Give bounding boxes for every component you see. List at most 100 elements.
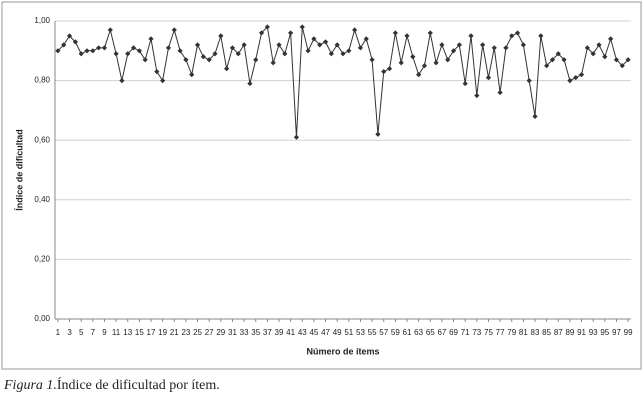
data-point (532, 113, 538, 119)
data-point (78, 51, 84, 57)
data-point (596, 42, 602, 48)
x-tick-label: 21 (170, 328, 179, 337)
data-point (317, 42, 323, 48)
x-tick-label: 11 (112, 328, 121, 337)
x-tick-label: 17 (147, 328, 156, 337)
x-tick-label: 95 (600, 328, 609, 337)
y-tick-label: 0,00 (34, 314, 50, 323)
data-point (270, 60, 276, 66)
x-tick-label: 87 (554, 328, 563, 337)
data-point (608, 36, 614, 42)
data-point (165, 45, 172, 51)
x-tick-label: 31 (228, 328, 237, 337)
x-tick-label: 3 (67, 328, 72, 337)
data-point (538, 33, 544, 39)
data-point (136, 48, 142, 54)
x-tick-label: 71 (461, 328, 470, 337)
data-point (200, 54, 206, 60)
data-point (468, 33, 474, 39)
data-point (410, 54, 416, 60)
data-point (264, 24, 270, 30)
x-tick-label: 61 (403, 328, 412, 337)
y-tick-label: 1,00 (34, 16, 50, 25)
y-tick-label: 0,20 (34, 255, 50, 264)
x-tick-label: 97 (612, 328, 621, 337)
x-tick-label: 27 (205, 328, 214, 337)
data-point (288, 30, 294, 36)
x-tick-label: 69 (449, 328, 458, 337)
x-tick-label: 65 (426, 328, 435, 337)
data-point (567, 78, 573, 84)
data-point (340, 51, 346, 57)
data-point (363, 36, 369, 42)
data-point (66, 33, 73, 39)
data-point (381, 69, 387, 75)
data-point (247, 80, 253, 87)
data-point (485, 75, 492, 81)
data-point (235, 51, 241, 57)
data-point (142, 57, 148, 63)
caption: Figura 1.Índice de dificultad por ítem. (4, 378, 220, 394)
data-point (84, 48, 90, 54)
x-tick-label: 81 (519, 328, 528, 337)
data-point (206, 57, 212, 63)
data-point (514, 30, 521, 36)
data-point (160, 78, 166, 84)
data-point (462, 80, 468, 87)
data-point (474, 92, 480, 99)
data-point (322, 39, 329, 45)
x-tick-label: 77 (496, 328, 505, 337)
data-point (433, 60, 439, 66)
y-tick-label: 0,80 (34, 76, 50, 85)
data-point (154, 69, 160, 75)
data-point (450, 48, 457, 54)
data-point (602, 54, 608, 60)
x-tick-label: 63 (414, 328, 423, 337)
chart-frame (1, 1, 642, 370)
data-point (456, 42, 462, 48)
data-point (218, 33, 224, 39)
data-point (491, 45, 497, 51)
x-tick-label: 85 (542, 328, 551, 337)
data-point (573, 75, 579, 81)
data-point (416, 72, 422, 78)
x-tick-label: 37 (263, 328, 272, 337)
data-point (101, 45, 108, 51)
x-tick-label: 1 (56, 328, 61, 337)
data-point (398, 60, 404, 66)
y-axis-label: Índice de dificultad (14, 129, 24, 211)
data-point (427, 30, 433, 36)
x-tick-label: 73 (472, 328, 481, 337)
x-tick-label: 79 (507, 328, 516, 337)
x-tick-label: 23 (181, 328, 190, 337)
x-tick-label: 57 (379, 328, 388, 337)
data-point (183, 57, 189, 63)
caption-text: Índice de dificultad por ítem. (56, 378, 220, 393)
data-point (480, 42, 486, 48)
data-point (148, 36, 154, 42)
x-axis-label: Número de ítems (306, 346, 379, 356)
data-point (503, 45, 509, 51)
data-point (421, 63, 428, 69)
x-tick-label: 75 (484, 328, 493, 337)
data-point (584, 45, 590, 51)
data-point (282, 51, 288, 57)
data-point (328, 51, 334, 57)
x-tick-label: 51 (344, 328, 353, 337)
data-point (625, 57, 631, 63)
x-tick-label: 5 (79, 328, 84, 337)
x-tick-label: 35 (251, 328, 260, 337)
x-tick-label: 47 (321, 328, 330, 337)
y-tick-label: 0,60 (34, 135, 50, 144)
x-tick-label: 45 (309, 328, 318, 337)
data-point (590, 51, 596, 57)
data-point (369, 57, 375, 63)
data-point (72, 39, 78, 45)
data-point (177, 48, 183, 54)
caption-label: Figura 1. (4, 378, 57, 393)
data-point (334, 42, 340, 48)
data-point (189, 72, 195, 78)
data-point (130, 45, 137, 51)
data-point (107, 27, 113, 33)
data-point (171, 27, 177, 33)
